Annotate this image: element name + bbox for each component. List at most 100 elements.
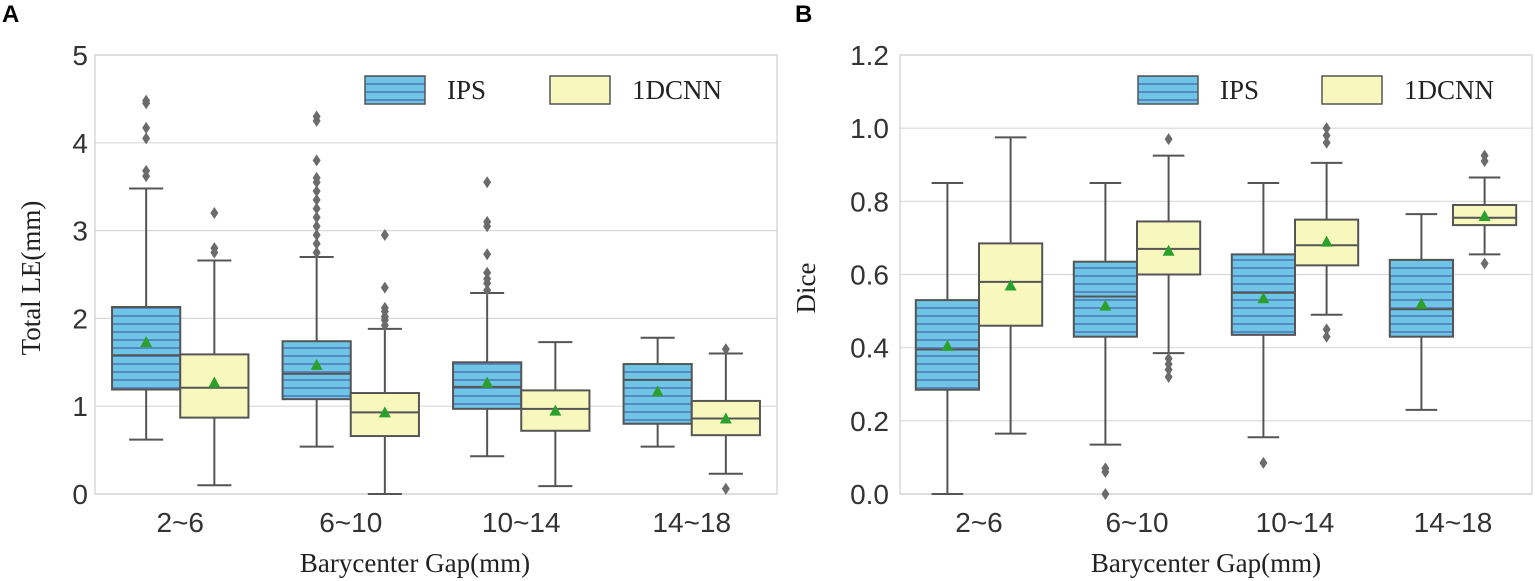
chart-b-outlier-point <box>1322 330 1331 343</box>
chart-b-box-cnn <box>1136 133 1202 383</box>
chart-b-box-body <box>914 299 980 391</box>
chart-a-box-body <box>281 340 352 401</box>
chart-a-xlabel: Barycenter Gap(mm) <box>300 548 530 578</box>
chart-a-ytick-label: 1 <box>72 391 88 422</box>
chart-b-box-ips <box>1388 213 1455 411</box>
chart-a-box-body <box>111 305 182 391</box>
chart-b-box-body <box>1072 260 1139 338</box>
panel-a-letter: A <box>2 1 19 28</box>
chart-a-outlier-point <box>380 228 389 241</box>
chart-a-outlier-point <box>483 248 492 261</box>
chart-b-mean-marker <box>1099 299 1112 311</box>
chart-a-outlier-point <box>210 242 219 255</box>
chart-b-box-cnn <box>1452 149 1518 270</box>
chart-b-outlier-point <box>1322 136 1331 149</box>
chart-a-outlier-point <box>483 284 492 297</box>
chart-b-outlier-point <box>1480 257 1489 270</box>
chart-a-outlier-point <box>312 237 321 250</box>
chart-a-outlier-point <box>312 193 321 206</box>
chart-a-outlier-point <box>483 272 492 285</box>
chart-b-box-ips <box>914 182 980 495</box>
chart-b-outlier-point <box>1259 456 1268 469</box>
chart-a-outlier-point <box>721 482 730 495</box>
chart-a-outlier-point <box>312 246 321 259</box>
chart-a-outlier-point <box>721 343 730 356</box>
chart-a-ytick-label: 0 <box>72 479 88 510</box>
chart-a-outlier-point <box>312 185 321 198</box>
chart-a-ytick-label: 3 <box>72 216 88 247</box>
chart-a-legend-swatch-ips <box>364 75 426 105</box>
chart-b-mean-marker <box>1478 209 1491 221</box>
chart-b-mean-marker <box>1257 292 1270 304</box>
chart-a-outlier-point <box>312 228 321 241</box>
chart-a-ytick-label: 4 <box>72 128 88 159</box>
chart-a-outlier-point <box>312 220 321 233</box>
chart-b-outlier-point <box>1164 133 1173 146</box>
chart-a-ytick-label: 5 <box>72 40 88 71</box>
chart-b-box-cnn <box>1294 122 1360 343</box>
chart-a-xtick-label: 2~6 <box>157 507 205 538</box>
chart-b-outlier-point <box>1101 488 1110 500</box>
chart-a-xtick-label: 14~18 <box>652 507 731 538</box>
chart-b-outlier-point <box>1322 122 1331 135</box>
chart-b-mean-marker <box>1320 235 1333 247</box>
chart-b-frame <box>899 54 1533 495</box>
chart-a-box-ips <box>111 94 182 441</box>
chart-b-ytick-label: 0.0 <box>850 479 889 510</box>
chart-a-ytick-label: 2 <box>72 303 88 334</box>
chart-b: 0.0 0.2 0.4 0.6 0.8 1.0 1.2 2~6 6~10 10~14 14~18 IP… <box>850 40 1533 538</box>
chart-a-box-ips <box>452 176 523 458</box>
chart-a-mean-marker <box>140 336 153 348</box>
chart-a-box-ips <box>622 336 693 448</box>
chart-a-outlier-point <box>380 281 389 294</box>
chart-a-mean-marker <box>719 412 732 424</box>
chart-b-ytick-label: 1.2 <box>850 40 889 71</box>
chart-b-outlier-point <box>1164 370 1173 383</box>
chart-a-outlier-point <box>380 301 389 314</box>
chart-a-outlier-point <box>210 207 219 220</box>
chart-b-legend-swatch-ips <box>1137 75 1199 105</box>
chart-a-mean-marker <box>310 358 323 370</box>
chart-a-box-cnn <box>179 207 250 487</box>
chart-b-outlier-point <box>1322 129 1331 142</box>
chart-a-box-cnn <box>690 343 761 495</box>
chart-b-legend-swatch-cnn <box>1321 75 1383 105</box>
chart-a-frame <box>94 54 778 495</box>
chart-b-ytick-label: 0.4 <box>850 333 889 364</box>
chart-a-outlier-point <box>312 202 321 215</box>
chart-a-ylabel: Total LE(mm) <box>16 201 46 356</box>
chart-b-xtick-label: 14~18 <box>1414 507 1493 538</box>
chart-a-outlier-point <box>483 266 492 279</box>
chart-b-mean-marker <box>1415 297 1428 309</box>
chart-b-legend-label-ips: IPS <box>1220 75 1259 105</box>
chart-b-xlabel: Barycenter Gap(mm) <box>1091 548 1321 578</box>
chart-a-box-cnn <box>520 341 591 488</box>
chart-a-outlier-point <box>142 164 151 177</box>
chart-b-ylabel: Dice <box>791 263 821 314</box>
chart-a-mean-marker <box>651 385 664 397</box>
chart-a-outlier-point <box>483 176 492 189</box>
chart-b-xtick-label: 10~14 <box>1256 507 1335 538</box>
chart-b-mean-marker <box>1004 279 1017 291</box>
chart-b-outlier-point <box>1480 149 1489 162</box>
chart-b-mean-marker <box>941 339 954 351</box>
chart-a-plot-area <box>95 55 777 494</box>
chart-a-outlier-point <box>312 154 321 167</box>
chart-a-outlier-point <box>312 110 321 123</box>
chart-a: 0 1 2 3 4 5 2~6 6~10 10~14 14~18 IPS 1DCNN <box>72 40 778 538</box>
chart-a-box-ips <box>281 110 352 448</box>
chart-b-xtick-label: 2~6 <box>955 507 1003 538</box>
chart-b-ytick-label: 0.8 <box>850 186 889 217</box>
chart-a-box-cnn <box>349 228 420 495</box>
chart-b-xtick-label: 6~10 <box>1105 507 1168 538</box>
chart-b-legend-label-cnn: 1DCNN <box>1404 75 1494 105</box>
chart-b-box-ips <box>1230 182 1297 469</box>
chart-b-ytick-label: 0.6 <box>850 260 889 291</box>
chart-a-mean-marker <box>481 376 494 388</box>
chart-a-mean-marker <box>378 406 391 418</box>
chart-a-outlier-point <box>142 132 151 145</box>
chart-b-ytick-label: 0.2 <box>850 406 889 437</box>
chart-a-legend-label-ips: IPS <box>447 75 486 105</box>
chart-a-outlier-point <box>483 215 492 228</box>
chart-a-xtick-label: 10~14 <box>482 507 561 538</box>
